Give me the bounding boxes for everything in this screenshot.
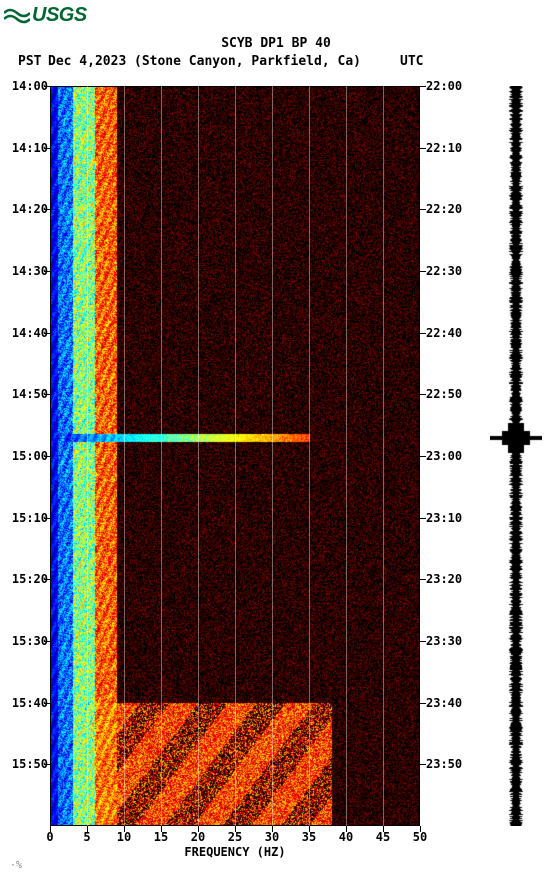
y-tick-right: 23:50 — [426, 757, 462, 771]
x-tick: 10 — [117, 830, 131, 844]
tick-mark — [420, 456, 426, 457]
y-tick-left: 14:00 — [8, 79, 48, 93]
x-tick: 0 — [46, 830, 53, 844]
tick-mark — [44, 86, 50, 87]
tick-mark — [420, 579, 426, 580]
tick-mark — [44, 518, 50, 519]
y-tick-right: 23:20 — [426, 572, 462, 586]
tick-mark — [420, 148, 426, 149]
y-tick-right: 22:30 — [426, 264, 462, 278]
timezone-left: PST — [18, 54, 41, 69]
tick-mark — [420, 209, 426, 210]
x-tick: 30 — [265, 830, 279, 844]
date-label: Dec 4,2023 — [48, 54, 126, 69]
tick-mark — [44, 456, 50, 457]
tick-mark — [420, 271, 426, 272]
y-tick-right: 23:40 — [426, 696, 462, 710]
station-label: (Stone Canyon, Parkfield, Ca) — [134, 54, 361, 69]
logo-text: USGS — [32, 4, 87, 27]
gridline — [198, 86, 199, 826]
y-tick-left: 15:00 — [8, 449, 48, 463]
y-tick-right: 23:00 — [426, 449, 462, 463]
gridline — [272, 86, 273, 826]
x-tick: 25 — [228, 830, 242, 844]
gridline — [346, 86, 347, 826]
tick-mark — [383, 826, 384, 832]
y-tick-right: 22:50 — [426, 387, 462, 401]
tick-mark — [346, 826, 347, 832]
y-tick-right: 22:40 — [426, 326, 462, 340]
x-tick: 35 — [302, 830, 316, 844]
x-tick: 15 — [154, 830, 168, 844]
gridline — [309, 86, 310, 826]
tick-mark — [161, 826, 162, 832]
tick-mark — [44, 764, 50, 765]
tick-mark — [420, 826, 421, 832]
tick-mark — [198, 826, 199, 832]
tick-mark — [420, 518, 426, 519]
gridline — [235, 86, 236, 826]
x-tick: 20 — [191, 830, 205, 844]
x-tick: 40 — [339, 830, 353, 844]
tick-mark — [44, 271, 50, 272]
tick-mark — [44, 333, 50, 334]
tick-mark — [420, 764, 426, 765]
seismogram — [490, 86, 542, 826]
x-tick: 50 — [413, 830, 427, 844]
y-tick-left: 14:20 — [8, 202, 48, 216]
tick-mark — [272, 826, 273, 832]
tick-mark — [44, 641, 50, 642]
tick-mark — [44, 148, 50, 149]
chart-title: SCYB DP1 BP 40 — [0, 36, 552, 51]
gridline — [124, 86, 125, 826]
x-tick: 5 — [83, 830, 90, 844]
y-tick-right: 22:10 — [426, 141, 462, 155]
x-tick: 45 — [376, 830, 390, 844]
footer-note: ·% — [10, 860, 22, 871]
timezone-right: UTC — [400, 54, 423, 69]
y-tick-right: 23:30 — [426, 634, 462, 648]
gridline — [87, 86, 88, 826]
y-tick-right: 22:20 — [426, 202, 462, 216]
y-tick-left: 14:10 — [8, 141, 48, 155]
y-tick-right: 22:00 — [426, 79, 462, 93]
tick-mark — [420, 703, 426, 704]
tick-mark — [309, 826, 310, 832]
seismogram-canvas — [490, 86, 542, 826]
y-tick-left: 15:10 — [8, 511, 48, 525]
y-tick-left: 14:30 — [8, 264, 48, 278]
tick-mark — [44, 209, 50, 210]
gridline — [161, 86, 162, 826]
y-tick-left: 15:30 — [8, 634, 48, 648]
gridline — [383, 86, 384, 826]
usgs-logo: USGS — [4, 4, 87, 27]
tick-mark — [44, 703, 50, 704]
tick-mark — [420, 394, 426, 395]
wave-icon — [4, 5, 30, 27]
tick-mark — [50, 826, 51, 832]
tick-mark — [87, 826, 88, 832]
y-tick-left: 15:40 — [8, 696, 48, 710]
y-tick-left: 14:40 — [8, 326, 48, 340]
tick-mark — [235, 826, 236, 832]
tick-mark — [420, 333, 426, 334]
y-tick-right: 23:10 — [426, 511, 462, 525]
tick-mark — [420, 86, 426, 87]
y-tick-left: 15:20 — [8, 572, 48, 586]
tick-mark — [44, 579, 50, 580]
tick-mark — [420, 641, 426, 642]
tick-mark — [124, 826, 125, 832]
x-axis-label: FREQUENCY (HZ) — [50, 845, 420, 859]
tick-mark — [44, 394, 50, 395]
y-tick-left: 15:50 — [8, 757, 48, 771]
y-tick-left: 14:50 — [8, 387, 48, 401]
